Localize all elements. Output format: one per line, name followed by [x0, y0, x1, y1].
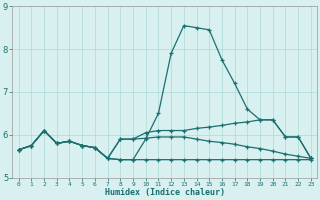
- X-axis label: Humidex (Indice chaleur): Humidex (Indice chaleur): [105, 188, 225, 197]
